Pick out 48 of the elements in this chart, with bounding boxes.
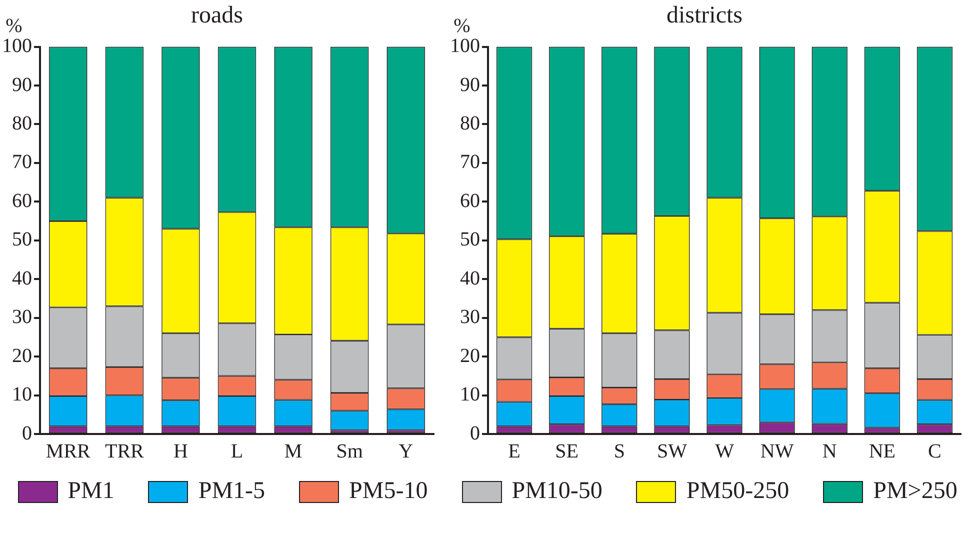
y-tick-label: 50 [12,228,32,251]
x-tick-label: W [715,440,734,462]
y-tick-label: 50 [460,228,480,251]
x-tick-label: SW [656,440,688,462]
x-tick-label: Sm [336,440,364,462]
y-tick-label: 0 [470,422,480,444]
x-tick-label: L [230,440,244,462]
y-tick-label: 0 [22,422,32,444]
y-tick-label: 80 [12,112,32,134]
x-tick-label: SE [555,440,579,462]
y-tick-label: 100 [2,35,32,58]
y-tick-label: 30 [460,306,480,328]
y-tick-label: 70 [12,151,32,174]
legend-label: PM>250 [873,478,958,505]
y-tick-label: 20 [460,344,480,367]
y-tick-label: 40 [12,267,32,290]
y-axis-title: % [454,15,470,38]
x-tick-label: TRR [104,440,145,462]
chart-title: roads [191,2,243,29]
y-tick-label: 80 [460,112,480,134]
y-tick-label: 100 [450,35,480,58]
y-axis-title: % [6,15,22,38]
x-tick-label: NW [760,440,794,462]
x-tick-label: E [508,440,520,462]
legend-label: PM50-250 [686,478,790,505]
legend-label: PM5-10 [349,478,428,505]
y-tick-label: 20 [12,344,32,367]
x-tick-label: MRR [46,440,92,462]
legend-label: PM1 [68,478,114,505]
x-tick-label: NE [868,440,896,462]
x-tick-label: H [173,440,188,462]
legend-label: PM10-50 [512,478,602,505]
y-tick-label: 30 [12,306,32,328]
y-tick-label: 40 [460,267,480,290]
x-tick-label: N [822,440,837,462]
legend-label: PM1-5 [198,478,266,505]
y-tick-label: 70 [460,151,480,174]
y-tick-label: 10 [12,384,32,406]
x-tick-label: Y [398,440,414,462]
y-tick-label: 10 [460,384,480,406]
y-tick-label: 60 [12,190,32,212]
y-tick-label: 90 [460,74,480,96]
x-tick-label: S [614,440,625,462]
x-tick-label: C [928,440,942,462]
x-tick-label: M [284,440,302,462]
y-tick-label: 60 [460,190,480,212]
chart-title: districts [666,2,742,29]
y-tick-label: 90 [12,74,32,96]
